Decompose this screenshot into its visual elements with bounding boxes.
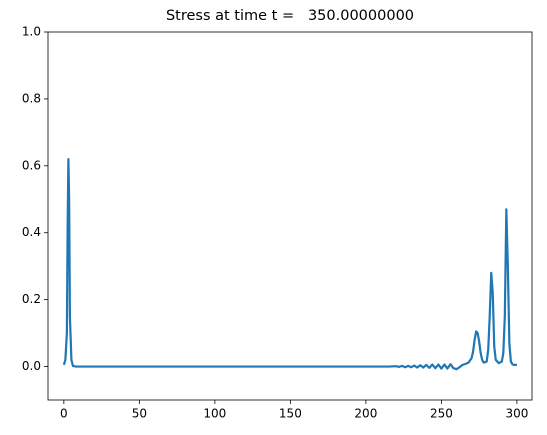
x-tick-label: 0 <box>60 407 68 421</box>
plot-frame <box>47 31 533 401</box>
x-tick-label: 50 <box>132 407 147 421</box>
y-tick-label: 0.6 <box>22 158 41 172</box>
chart-title: Stress at time t = 350.00000000 <box>166 8 414 24</box>
x-tick-label: 300 <box>505 407 528 421</box>
x-tick-label: 250 <box>430 407 453 421</box>
x-tick-label: 150 <box>279 407 302 421</box>
data-line <box>62 158 517 371</box>
y-tick-label: 0.4 <box>22 225 41 239</box>
x-tick-label: 100 <box>203 407 226 421</box>
y-tick-label: 0.2 <box>22 292 41 306</box>
y-tick-label: 1.0 <box>22 25 41 39</box>
y-tick-label: 0.8 <box>22 91 41 105</box>
y-tick-label: 0.0 <box>22 359 41 373</box>
x-tick-label: 200 <box>354 407 377 421</box>
